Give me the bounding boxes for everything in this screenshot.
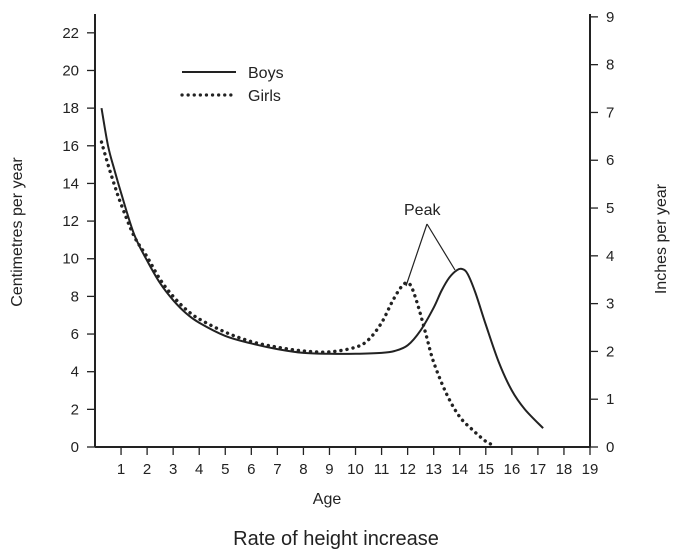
y-left-tick-label-6: 6 — [71, 326, 79, 343]
x-tick-label-18: 18 — [556, 461, 573, 478]
chart-series — [99, 107, 544, 447]
y-right-tick-label-5: 5 — [606, 200, 614, 217]
y-left-tick-label-4: 4 — [71, 364, 79, 381]
chart-ticks: 1 2 3 4 5 6 7 8 9 10 11 12 13 14 15 16 17 18 1902468101214… — [62, 9, 614, 478]
peak-label: Peak — [404, 202, 441, 219]
series-line-girls — [99, 140, 496, 447]
y-right-tick-label-0: 0 — [606, 439, 614, 456]
y-right-tick-label-2: 2 — [606, 343, 614, 360]
x-tick-label-12: 12 — [399, 461, 416, 478]
x-tick-label-7: 7 — [273, 461, 281, 478]
x-tick-label-5: 5 — [221, 461, 229, 478]
x-tick-label-13: 13 — [425, 461, 442, 478]
y-right-tick-label-3: 3 — [606, 296, 614, 313]
legend-boys-label: Boys — [248, 65, 284, 82]
peak-pointer-boys — [426, 223, 456, 271]
x-tick-label-4: 4 — [195, 461, 203, 478]
y-axis-title-left: Centimetres per year — [9, 157, 26, 307]
x-tick-label-8: 8 — [299, 461, 307, 478]
y-right-tick-label-9: 9 — [606, 9, 614, 26]
y-left-tick-label-16: 16 — [62, 138, 79, 155]
chart-legend: Boys Girls — [180, 65, 284, 105]
x-tick-label-16: 16 — [503, 461, 520, 478]
x-tick-label-11: 11 — [374, 461, 390, 478]
x-tick-label-1: 1 — [117, 461, 125, 478]
figure-caption: Rate of height increase — [233, 528, 439, 550]
x-tick-label-19: 19 — [582, 461, 599, 478]
x-tick-label-3: 3 — [169, 461, 177, 478]
y-left-tick-label-14: 14 — [62, 175, 79, 192]
y-right-tick-label-4: 4 — [606, 248, 614, 265]
y-left-tick-label-18: 18 — [62, 100, 79, 117]
y-left-tick-label-8: 8 — [71, 288, 79, 305]
y-axis-title-right: Inches per year — [653, 183, 670, 294]
x-tick-label-15: 15 — [477, 461, 494, 478]
peak-annotation: Peak — [404, 202, 456, 287]
y-left-tick-label-0: 0 — [71, 439, 79, 456]
peak-pointer-girls — [405, 223, 428, 287]
x-tick-label-10: 10 — [347, 461, 364, 478]
x-tick-label-9: 9 — [325, 461, 333, 478]
y-left-tick-label-10: 10 — [62, 251, 79, 268]
y-right-tick-label-7: 7 — [606, 104, 614, 121]
x-tick-label-14: 14 — [451, 461, 468, 478]
y-right-tick-label-8: 8 — [606, 57, 614, 74]
x-tick-label-17: 17 — [530, 461, 547, 478]
x-tick-label-2: 2 — [143, 461, 151, 478]
y-right-tick-label-6: 6 — [606, 152, 614, 169]
series-line-boys — [100, 107, 544, 429]
y-left-tick-label-22: 22 — [62, 25, 79, 42]
legend-girls-label: Girls — [248, 88, 281, 105]
chart-axes — [94, 14, 591, 448]
x-axis-title: Age — [313, 491, 342, 508]
y-left-tick-label-12: 12 — [62, 213, 79, 230]
y-left-tick-label-2: 2 — [71, 401, 79, 418]
y-right-tick-label-1: 1 — [606, 391, 614, 408]
y-left-tick-label-20: 20 — [62, 62, 79, 79]
x-tick-label-6: 6 — [247, 461, 255, 478]
